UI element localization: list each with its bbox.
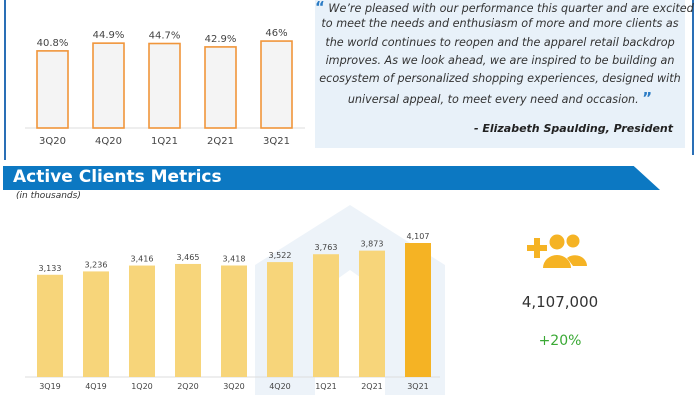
close-quote-icon: ” [642,89,653,107]
bar [267,262,293,377]
bar [204,46,237,129]
bar-value-label: 4,107 [407,232,430,241]
bar [37,274,63,377]
bar-value-label: 42.9% [205,34,237,45]
bar [260,40,293,129]
bar-value-label: 3,465 [177,253,200,262]
quote-line: improves. As we look ahead, we are inspi… [325,54,675,67]
x-tick-label: 1Q21 [151,136,178,147]
bar [92,42,125,129]
quote-line: ecosystem of personalized shopping exper… [319,72,681,85]
x-tick-label: 3Q20 [39,136,66,147]
quote-line: to meet the needs and enthusiasm of more… [321,17,679,30]
bar [221,265,247,377]
active-clients-change: +20% [538,333,582,349]
quote-line: the world continues to reopen and the ap… [325,36,675,49]
x-tick-label: 4Q19 [85,382,107,391]
bar-value-label: 3,763 [315,243,338,252]
bar-value-label: 44.7% [149,31,181,42]
gross-margin-chart: 40.8% 3Q20 44.9% 4Q20 44.7% 1Q21 42.9% 2Q21 46% 3… [25,28,305,147]
active-clients-value: 4,107,000 [521,293,599,311]
watermark-logo [255,205,445,395]
bar [83,271,109,377]
x-tick-label: 4Q20 [269,382,291,391]
x-tick-label: 2Q21 [361,382,383,391]
bar [359,250,385,377]
bar-value-label: 3,416 [131,255,154,264]
open-quote-icon: “ [315,0,325,16]
right-border [692,0,694,155]
left-border [4,0,6,160]
x-tick-label: 3Q20 [223,382,245,391]
bar-value-label: 3,873 [361,240,384,249]
bar [175,263,201,377]
quote-line: universal appeal, to meet every need and… [347,93,639,106]
quote-line: We’re pleased with our performance this … [328,2,694,15]
bar-value-label: 40.8% [37,38,69,49]
bar-value-label: 46% [265,28,287,39]
bar [405,243,431,377]
x-tick-label: 2Q21 [207,136,234,147]
section-title: Active Clients Metrics [13,167,222,187]
bar-value-label: 3,418 [223,254,246,263]
bar-value-label: 44.9% [93,30,125,41]
bar [148,42,181,129]
section-subtitle: (in thousands) [16,191,81,201]
bar [313,254,339,377]
bar-value-label: 3,236 [85,260,108,269]
section-banner: Active Clients Metrics [3,166,660,190]
ceo-quote: “ We’re pleased with our performance thi… [315,0,694,148]
x-tick-label: 4Q20 [95,136,122,147]
x-tick-label: 3Q21 [263,136,290,147]
add-users-icon [527,234,587,268]
x-tick-label: 1Q20 [131,382,153,391]
x-tick-label: 3Q21 [407,382,429,391]
bar-value-label: 3,522 [269,251,292,260]
quote-author: - Elizabeth Spaulding, President [473,122,673,135]
x-tick-label: 1Q21 [315,382,337,391]
bar [129,265,155,377]
bar [36,50,69,129]
x-tick-label: 2Q20 [177,382,199,391]
active-clients-chart: 3,133 3Q19 3,236 4Q19 3,416 1Q20 3,465 2Q20 3,41… [25,232,440,391]
x-tick-label: 3Q19 [39,382,61,391]
bar-value-label: 3,133 [39,264,62,273]
